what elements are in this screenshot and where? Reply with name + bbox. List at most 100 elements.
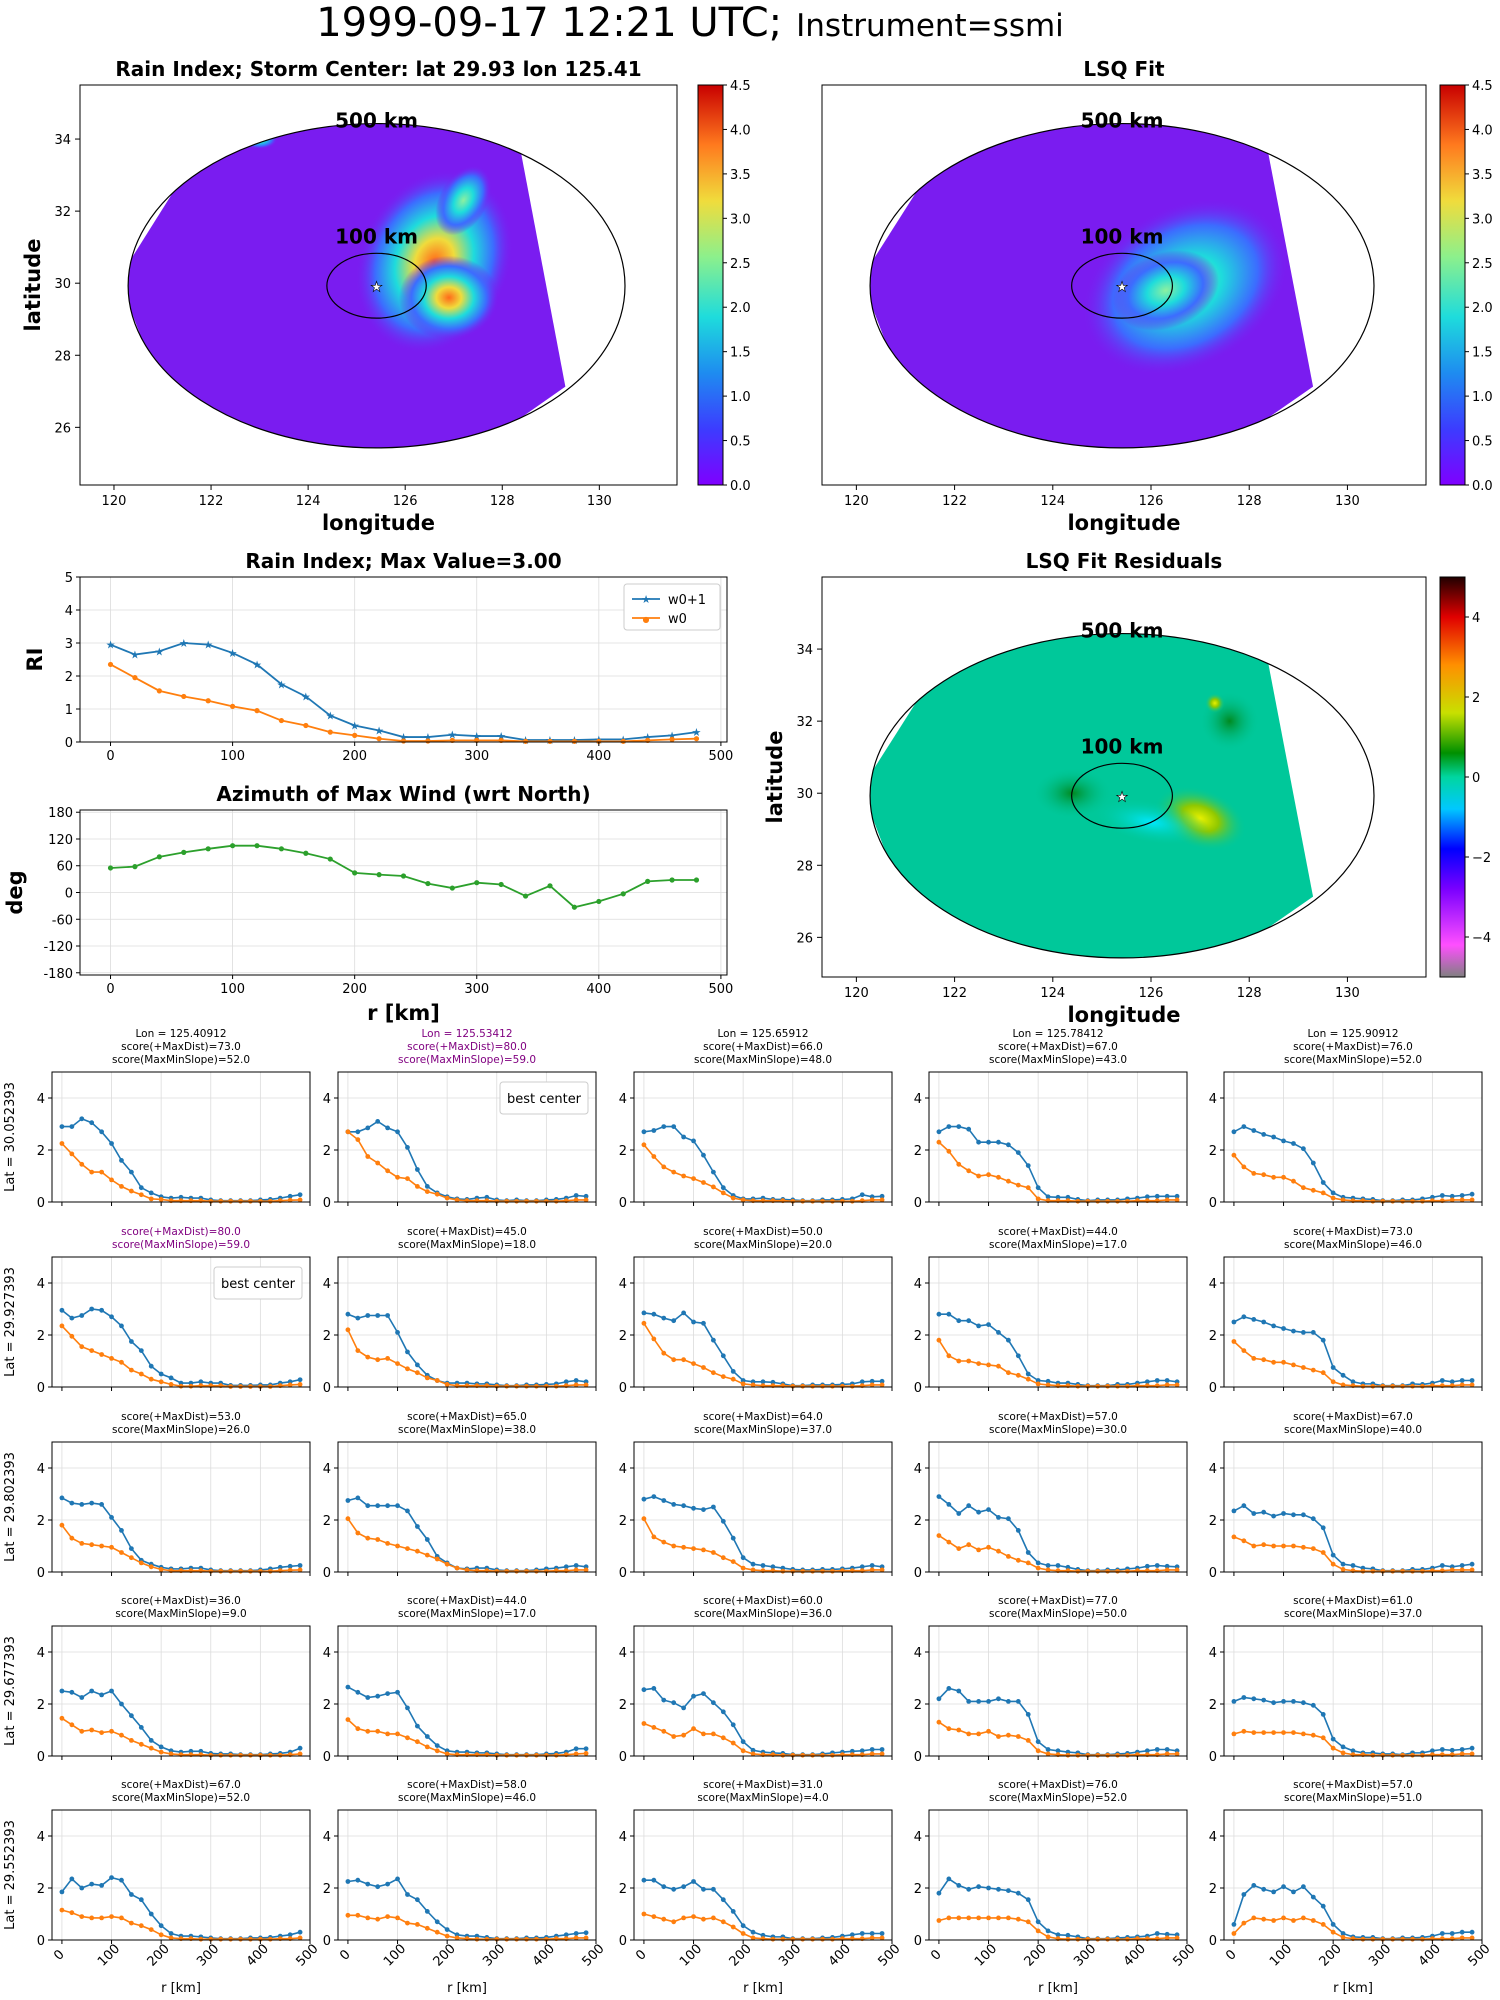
w0-point <box>1005 1370 1011 1376</box>
w0-point <box>750 1567 756 1573</box>
legend-marker: ● <box>643 615 650 624</box>
w0p1-point <box>1350 1379 1356 1385</box>
x-tick-label: 130 <box>1335 494 1360 509</box>
w0p1-point <box>365 1313 371 1318</box>
azimuth-point <box>156 854 162 860</box>
w0-point <box>1410 1752 1415 1758</box>
y-tick-label: 2 <box>37 1144 45 1159</box>
w0p1-point <box>641 1877 647 1883</box>
w0-point <box>1095 1752 1101 1758</box>
w0-point <box>109 1914 114 1919</box>
y-tick-label: 0 <box>914 1934 922 1949</box>
x-tick-label: 100 <box>381 1941 409 1969</box>
panel-score-maxdist: score(+MaxDist)=80.0 <box>121 1226 241 1238</box>
w0-point <box>710 1370 716 1376</box>
w0-point <box>1291 1730 1296 1735</box>
panel-score-maxdist: score(+MaxDist)=58.0 <box>407 1779 527 1791</box>
x-tick-label: 130 <box>1335 986 1360 1001</box>
w0p1-point <box>1300 1884 1306 1890</box>
w0p1-point <box>1469 1378 1475 1383</box>
w0-point <box>414 1370 420 1376</box>
w0-point <box>444 1195 450 1201</box>
panel-score-maxdist: score(+MaxDist)=50.0 <box>703 1226 823 1238</box>
w0-point <box>1459 1935 1465 1941</box>
w0p1-point <box>691 1879 696 1884</box>
plot-area <box>634 1626 892 1756</box>
grid-panel-r0c3: 0 2 4 Lon = 125.78412score(+MaxDist)=67.0sc… <box>914 1028 1188 1211</box>
w0p1-point <box>1005 1516 1011 1522</box>
w0-point <box>395 1915 400 1921</box>
w0p1-point <box>99 1129 105 1135</box>
w0p1-point <box>583 1746 589 1752</box>
plot-frame <box>337 1256 597 1388</box>
plot-frame <box>633 1441 893 1573</box>
plot-area <box>929 1810 1187 1940</box>
w0-point <box>1045 1382 1051 1388</box>
ring-500km <box>869 122 1375 449</box>
w0-point <box>365 1535 371 1541</box>
w0p1-point <box>1300 1512 1306 1518</box>
w0p1-point <box>355 1495 361 1501</box>
plot-area <box>338 1626 596 1756</box>
w0p1-point <box>1144 1379 1150 1385</box>
w0p1-point <box>345 1879 351 1884</box>
azimuth-point <box>303 850 309 856</box>
w0p1-point <box>573 1746 579 1752</box>
w0p1-point <box>720 1353 726 1359</box>
w0-point <box>119 1915 124 1921</box>
legend-marker: ★ <box>641 593 651 606</box>
w0-point <box>1015 1557 1021 1563</box>
panel-score-maxdist: score(+MaxDist)=36.0 <box>121 1595 241 1607</box>
azimuth-point <box>693 877 700 883</box>
w0-point <box>1075 1936 1081 1942</box>
w0p1-point <box>1035 1919 1041 1925</box>
w0-point <box>297 1935 303 1941</box>
w0-point <box>524 1198 529 1204</box>
plot-frame <box>337 1441 597 1573</box>
w0-point <box>168 1935 174 1941</box>
w0-point <box>681 1173 687 1179</box>
w0-point <box>936 1139 942 1145</box>
w0-point <box>573 1567 579 1573</box>
grid-panel-r2c3: 0 2 4 score(+MaxDist)=57.0score(MaxMinSlope… <box>914 1411 1188 1581</box>
chart-title: Rain Index; Storm Center: lat 29.93 lon … <box>115 57 641 81</box>
w0-point <box>138 1371 144 1377</box>
w0p1-point <box>681 1310 687 1316</box>
w0p1-point <box>869 1747 875 1752</box>
w0-point <box>1469 1382 1475 1388</box>
w0-point <box>869 1935 875 1941</box>
w0-point <box>869 1197 875 1203</box>
w0p1-point <box>1271 1323 1277 1329</box>
w0-point <box>661 1728 667 1734</box>
w0-point <box>1320 1922 1326 1927</box>
w0p1-point <box>1281 1326 1286 1331</box>
panel-score-slope: score(MaxMinSlope)=51.0 <box>1284 1792 1422 1804</box>
w0-point <box>1320 1550 1326 1555</box>
grid-panel-r1c4: 0 2 4 score(+MaxDist)=73.0score(MaxMinSlope… <box>1209 1226 1483 1396</box>
w0-point <box>1330 1379 1336 1385</box>
w0p1-point <box>946 1124 952 1129</box>
w0-point <box>1125 1752 1130 1758</box>
y-tick-label: 0 <box>323 1934 331 1949</box>
w0p1-point <box>79 1502 85 1507</box>
w0p1-point <box>710 1504 716 1510</box>
w0-point <box>345 1129 351 1135</box>
plot-area <box>80 577 727 742</box>
w0-point <box>720 1374 726 1379</box>
lsq-fit-map: 500 km 100 km ★ 120 122 124 126 128 130 LSQ Fit lo… <box>821 57 1493 535</box>
w0-point <box>800 1198 806 1204</box>
w0-point <box>405 1176 410 1181</box>
plot-area <box>1224 1072 1482 1202</box>
w0-point <box>583 1935 589 1941</box>
w0p1-point <box>148 1190 154 1196</box>
w0-point <box>1231 1339 1237 1344</box>
w0-point <box>1300 1365 1306 1370</box>
plot-area <box>634 1442 892 1572</box>
w0p1-point <box>869 1378 875 1384</box>
grid-panel-r4c4: 0 100 200 300 400 500 0 2 4 score(+MaxDist)=57.0s… <box>1209 1779 1494 1996</box>
w0-point <box>1105 1936 1111 1942</box>
y-tick-label: 2 <box>619 1514 627 1529</box>
x-tick-label: 120 <box>844 986 869 1001</box>
w0-point <box>691 1546 696 1551</box>
w0p1-point <box>661 1884 667 1890</box>
